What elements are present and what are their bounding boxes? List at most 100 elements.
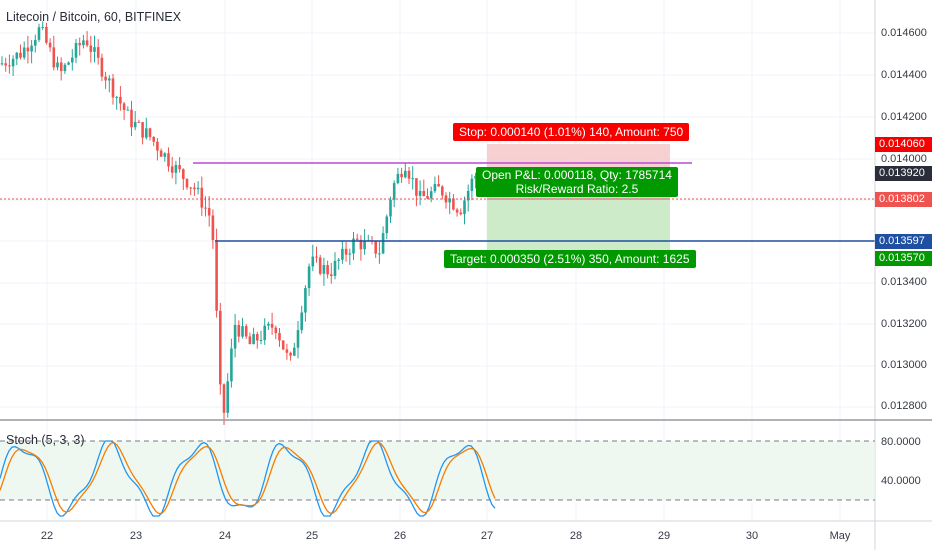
candle-body (137, 121, 141, 123)
candle-body (19, 52, 22, 58)
candle-body (8, 65, 11, 67)
candle-body (289, 352, 292, 356)
candle-body (415, 178, 418, 196)
support-price-label: 0.013597 (875, 234, 932, 249)
candle-body (285, 349, 289, 353)
candle-body (278, 333, 281, 341)
candle-body (178, 165, 181, 170)
time-tick: 28 (569, 530, 583, 542)
candle-body (108, 78, 111, 81)
candle-body (182, 169, 185, 180)
candle-body (459, 212, 463, 215)
candles (0, 21, 492, 425)
target-price-label: 0.013570 (875, 251, 932, 266)
candle-body (204, 207, 207, 209)
candle-body (37, 27, 41, 40)
candle-body (300, 312, 303, 331)
candle-body (71, 57, 74, 63)
candle-body (52, 47, 56, 68)
candle-body (126, 109, 130, 111)
candle-body (263, 325, 266, 340)
candle-body (304, 288, 307, 313)
candle-body (41, 26, 44, 28)
candle-body (200, 187, 204, 208)
price-tick: 0.013000 (881, 359, 927, 371)
candle-body (267, 323, 270, 326)
candle-body (141, 122, 144, 138)
candle-body (89, 45, 93, 52)
time-tick: 29 (657, 530, 671, 542)
price-tick: 0.014000 (881, 153, 927, 165)
candle-body (196, 187, 200, 190)
candle-body (315, 256, 318, 258)
candle-body (404, 170, 407, 178)
candle-body (374, 241, 377, 254)
candle-body (389, 199, 392, 217)
time-tick: May (829, 530, 851, 542)
candle-body (274, 327, 278, 334)
candle-body (237, 324, 241, 337)
candle-body (385, 216, 389, 234)
candle-body (381, 233, 385, 254)
candle-body (441, 186, 444, 196)
candle-body (85, 40, 89, 46)
candle-body (429, 191, 433, 199)
candle-body (193, 187, 196, 190)
candle-body (59, 62, 63, 72)
candle-body (4, 63, 7, 66)
candle-body (233, 324, 237, 349)
candle-body (163, 153, 167, 157)
candle-body (474, 175, 477, 179)
candle-body (348, 253, 352, 255)
candle-body (293, 347, 296, 356)
time-tick: 27 (480, 530, 494, 542)
candle-body (396, 173, 400, 184)
candle-body (230, 348, 233, 382)
candle-body (96, 47, 100, 58)
time-tick: 26 (393, 530, 407, 542)
candle-body (148, 128, 152, 137)
candle-body (466, 190, 470, 201)
price-tick: 0.014600 (881, 27, 927, 39)
candle-body (359, 239, 363, 250)
candle-body (82, 40, 85, 46)
candle-body (326, 265, 329, 275)
candle-body (0, 63, 4, 65)
candle-body (74, 43, 78, 58)
candle-body (296, 330, 300, 348)
candle-body (145, 128, 148, 138)
candle-body (437, 184, 440, 187)
stoch-k-line (0, 440, 496, 517)
candle-body (241, 326, 244, 337)
candle-body (311, 256, 315, 267)
candle-body (30, 45, 33, 52)
pnl-bubble[interactable]: Open P&L: 0.000118, Qty: 1785714 Risk/Re… (476, 167, 678, 197)
target-zone[interactable] (487, 199, 670, 251)
candle-body (307, 266, 311, 289)
candle-body (185, 179, 189, 188)
candle-body (167, 153, 170, 167)
stoch-tick: 80.0000 (881, 436, 921, 448)
target-bubble[interactable]: Target: 0.000350 (2.51%) 350, Amount: 16… (444, 250, 696, 268)
candle-body (22, 47, 26, 58)
candle-body (455, 209, 459, 213)
candle-body (211, 215, 215, 241)
time-tick: 24 (218, 530, 232, 542)
candle-body (422, 190, 426, 197)
candle-body (341, 248, 344, 260)
candle-body (26, 47, 30, 52)
candle-body (63, 64, 67, 72)
candle-body (48, 42, 52, 48)
candle-body (318, 257, 322, 274)
price-tick: 0.014400 (881, 69, 927, 81)
candle-body (355, 238, 359, 240)
candle-body (407, 170, 411, 179)
stop-bubble[interactable]: Stop: 0.000140 (1.01%) 140, Amount: 750 (453, 123, 690, 141)
candle-body (411, 178, 414, 180)
candle-body (189, 187, 192, 189)
candle-body (378, 253, 381, 255)
candle-body (219, 310, 222, 385)
pnl-text: Open P&L: 0.000118, Qty: 1785714 (482, 168, 672, 182)
price-tick: 0.013200 (881, 318, 927, 330)
